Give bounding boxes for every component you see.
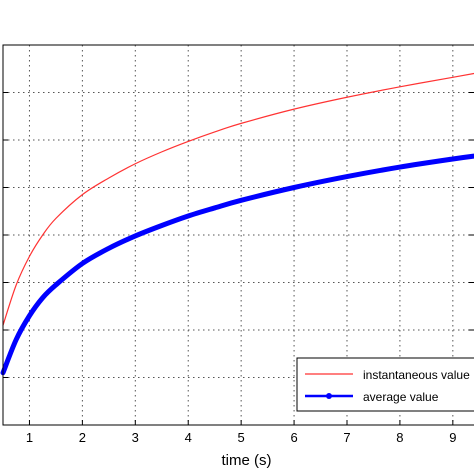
x-tick-label-6: 6: [290, 430, 297, 445]
legend-label-instantaneous: instantaneous value: [363, 368, 470, 382]
x-tick-label-4: 4: [185, 430, 192, 445]
legend: instantaneous value average value: [296, 357, 474, 412]
legend-box: [296, 357, 474, 412]
x-tick-label-3: 3: [132, 430, 139, 445]
x-tick-label-1: 1: [26, 430, 33, 445]
legend-label-average: average value: [363, 390, 439, 404]
series-line-instantaneous: [2, 72, 474, 326]
x-tick-label-8: 8: [396, 430, 403, 445]
axis-ticks: 1 2 3 4 5 6 7 8 9: [3, 92, 474, 445]
x-tick-label-9: 9: [449, 430, 456, 445]
series-line-average: [0, 153, 474, 376]
x-tick-label-7: 7: [343, 430, 350, 445]
x-tick-label-5: 5: [238, 430, 245, 445]
x-axis-label: time (s): [222, 452, 272, 469]
legend-marker-average: [326, 393, 332, 399]
x-tick-label-2: 2: [79, 430, 86, 445]
series-lines: [0, 72, 474, 376]
